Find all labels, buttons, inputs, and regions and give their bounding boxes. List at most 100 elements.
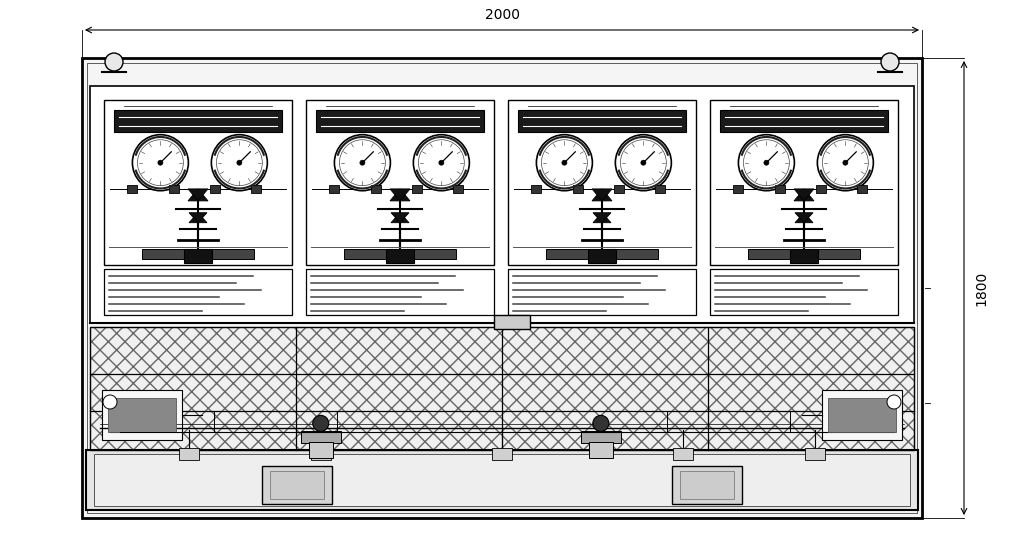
Polygon shape — [592, 189, 612, 201]
Circle shape — [339, 140, 385, 186]
Bar — [508, 100, 696, 265]
Bar — [104, 100, 292, 265]
Bar — [454, 185, 463, 193]
Circle shape — [419, 140, 464, 186]
Polygon shape — [794, 189, 814, 201]
Bar — [655, 185, 666, 193]
Circle shape — [817, 135, 873, 191]
Bar — [90, 86, 914, 323]
Polygon shape — [795, 213, 813, 223]
Bar — [127, 185, 137, 193]
Bar — [94, 454, 910, 506]
Bar — [179, 448, 199, 460]
Bar — [774, 185, 784, 193]
Bar — [90, 327, 914, 450]
Circle shape — [593, 415, 609, 431]
Bar — [720, 110, 888, 132]
Circle shape — [743, 140, 790, 186]
Circle shape — [621, 140, 667, 186]
Polygon shape — [592, 189, 612, 201]
Bar — [344, 249, 457, 259]
Circle shape — [216, 140, 262, 186]
Circle shape — [211, 135, 267, 191]
Bar — [680, 471, 734, 499]
Bar — [805, 448, 825, 460]
Circle shape — [312, 415, 329, 431]
Circle shape — [615, 135, 672, 191]
Bar — [546, 249, 658, 259]
Polygon shape — [593, 213, 611, 223]
Bar — [210, 185, 220, 193]
Bar — [672, 466, 742, 504]
Bar — [141, 249, 254, 259]
Circle shape — [537, 135, 593, 191]
Circle shape — [105, 53, 123, 71]
Polygon shape — [390, 189, 410, 201]
Circle shape — [414, 135, 469, 191]
Bar — [710, 269, 898, 315]
Bar — [114, 110, 282, 132]
Bar — [184, 249, 212, 263]
Bar — [857, 185, 867, 193]
Bar — [316, 110, 484, 132]
Circle shape — [237, 160, 242, 165]
Polygon shape — [189, 213, 207, 223]
Bar — [82, 58, 922, 518]
Bar — [90, 327, 914, 450]
Circle shape — [103, 395, 117, 409]
Bar — [494, 315, 530, 329]
Circle shape — [843, 160, 848, 165]
Polygon shape — [391, 213, 409, 223]
Bar — [386, 249, 414, 263]
Circle shape — [132, 135, 188, 191]
Bar — [572, 185, 583, 193]
Bar — [492, 448, 512, 460]
Bar — [86, 450, 918, 510]
Bar — [589, 443, 613, 458]
Bar — [531, 185, 542, 193]
Circle shape — [881, 53, 899, 71]
Circle shape — [439, 160, 443, 165]
Bar — [310, 448, 331, 460]
Bar — [710, 100, 898, 265]
Polygon shape — [188, 189, 208, 201]
Circle shape — [137, 140, 183, 186]
Circle shape — [542, 140, 588, 186]
Bar — [306, 269, 494, 315]
Bar — [790, 249, 818, 263]
Bar — [518, 110, 686, 132]
Bar — [329, 185, 339, 193]
Circle shape — [738, 135, 795, 191]
Polygon shape — [189, 213, 207, 223]
Circle shape — [359, 160, 365, 165]
Bar — [251, 185, 261, 193]
Bar — [748, 249, 860, 259]
Circle shape — [764, 160, 769, 165]
Bar — [733, 185, 743, 193]
Text: 1800: 1800 — [974, 270, 988, 306]
Polygon shape — [795, 213, 813, 223]
Circle shape — [158, 160, 163, 165]
Circle shape — [822, 140, 868, 186]
Bar — [412, 185, 422, 193]
Bar — [828, 398, 896, 432]
Bar — [822, 390, 902, 440]
Bar — [588, 249, 616, 263]
Circle shape — [887, 395, 901, 409]
Bar — [816, 185, 826, 193]
Polygon shape — [188, 189, 208, 201]
Circle shape — [641, 160, 646, 165]
Bar — [371, 185, 381, 193]
Bar — [306, 100, 494, 265]
Polygon shape — [794, 189, 814, 201]
Bar — [308, 443, 333, 458]
Text: 2000: 2000 — [484, 8, 519, 22]
Bar — [87, 63, 918, 513]
Bar — [674, 448, 693, 460]
Bar — [108, 398, 176, 432]
Bar — [169, 185, 178, 193]
Bar — [301, 431, 341, 443]
Bar — [104, 269, 292, 315]
Bar — [102, 390, 182, 440]
Bar — [581, 431, 621, 443]
